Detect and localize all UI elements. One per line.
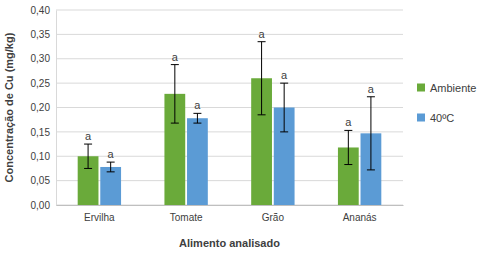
legend-item: 40ºC: [417, 112, 454, 124]
error-bar: [367, 97, 375, 170]
x-axis-line: [57, 205, 404, 206]
series: [100, 83, 381, 205]
x-axis: Ervilha Tomate Grão Ananás: [57, 205, 404, 223]
error-bar: [171, 65, 179, 124]
grid-line: [56, 131, 403, 132]
y-tick: 0,40: [31, 5, 56, 16]
plot-area: 0,00 0,05 0,10 0,15 0,20 0,25 0,30 0,35 0,40 Ervi…: [31, 5, 404, 223]
x-tick: Grão: [262, 205, 285, 223]
x-tick: Ervilha: [84, 205, 115, 223]
chart: 0,00 0,05 0,10 0,15 0,20 0,25 0,30 0,35 0,40 Ervi…: [0, 0, 501, 255]
x-axis-title: Alimento analisado: [179, 237, 280, 249]
grid-line: [56, 107, 403, 108]
error-bar: [258, 42, 266, 115]
y-tick-label: 0,25: [31, 78, 51, 89]
annotation: a: [259, 28, 266, 40]
annotation: a: [194, 99, 201, 111]
annotation: a: [85, 130, 92, 142]
y-tick-label: 0,00: [31, 200, 51, 211]
grid-line: [56, 10, 403, 11]
error-bar: [193, 113, 201, 123]
annotation: a: [345, 116, 352, 128]
bar: [100, 167, 121, 205]
y-tick: 0,05: [31, 175, 56, 186]
y-tick-label: 0,05: [31, 175, 51, 186]
annotation: a: [281, 69, 288, 81]
annotation: a: [108, 148, 115, 160]
annotation: a: [172, 51, 179, 63]
x-tick-label: Ananás: [343, 212, 377, 223]
y-tick: 0,20: [31, 102, 56, 113]
annotation: a: [368, 83, 375, 95]
y-tick-label: 0,20: [31, 102, 51, 113]
grid-line: [56, 83, 403, 84]
legend: Ambiente 40ºC: [417, 82, 476, 124]
y-tick-label: 0,35: [31, 29, 51, 40]
x-tick-label: Ervilha: [84, 212, 115, 223]
x-tick-label: Tomate: [170, 212, 203, 223]
bar: [187, 118, 208, 205]
y-tick-label: 0,10: [31, 151, 51, 162]
grid-line: [56, 58, 403, 59]
legend-item: Ambiente: [417, 82, 476, 94]
error-bar: [344, 130, 352, 164]
y-tick: 0,00: [31, 200, 56, 211]
grid: [56, 10, 403, 205]
y-tick: 0,10: [31, 151, 56, 162]
series: [78, 42, 359, 205]
legend-label: 40ºC: [430, 112, 454, 124]
error-bar: [107, 162, 115, 172]
grid-line: [56, 34, 403, 35]
marks: [78, 42, 382, 205]
error-bar: [84, 144, 92, 168]
x-tick-label: Grão: [262, 212, 285, 223]
y-tick-label: 0,30: [31, 53, 51, 64]
y-axis-title: Concentração de Cu (mg/kg): [3, 32, 15, 182]
annotations: a a a a a a a a: [85, 28, 375, 160]
y-tick-label: 0,40: [31, 5, 51, 16]
legend-swatch: [417, 84, 425, 92]
legend-label: Ambiente: [430, 82, 476, 94]
x-tick: Ananás: [343, 205, 377, 223]
y-tick: 0,30: [31, 53, 56, 64]
error-bar: [280, 83, 288, 132]
legend-swatch: [417, 114, 425, 122]
y-tick: 0,15: [31, 127, 56, 138]
y-axis: 0,00 0,05 0,10 0,15 0,20 0,25 0,30 0,35 0,40: [31, 5, 57, 211]
y-tick: 0,35: [31, 29, 56, 40]
y-axis-line: [56, 11, 57, 206]
y-tick: 0,25: [31, 78, 56, 89]
x-tick: Tomate: [170, 205, 203, 223]
y-tick-label: 0,15: [31, 127, 51, 138]
